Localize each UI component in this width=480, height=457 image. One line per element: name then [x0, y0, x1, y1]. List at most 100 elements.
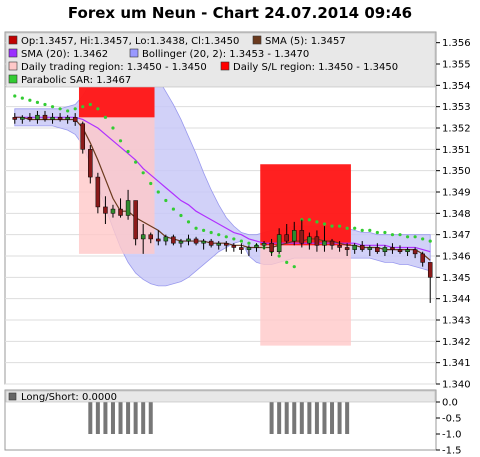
- legend-label: SMA (5): 1.3457: [265, 36, 346, 47]
- sar-point: [375, 230, 379, 235]
- sar-point: [164, 198, 168, 203]
- candle-body: [140, 234, 146, 240]
- candle-body: [359, 245, 365, 250]
- candle-body: [27, 117, 33, 120]
- candle-body: [163, 236, 169, 242]
- legend-label: Bollinger (20, 2): 1.3453 - 1.3470: [142, 49, 309, 60]
- candle-body: [375, 247, 380, 252]
- y-tick-label: 1.351: [442, 145, 471, 156]
- long-short-bar: [277, 402, 282, 434]
- candle-body: [352, 245, 357, 250]
- lower-legend-box: [5, 390, 436, 403]
- candle-body: [246, 247, 252, 250]
- candle-body: [201, 240, 206, 244]
- candle-body: [42, 114, 48, 120]
- candle-body: [337, 245, 342, 248]
- sma5-icon: [252, 35, 262, 45]
- candle-body: [103, 206, 108, 214]
- sar-point: [345, 226, 349, 230]
- lower-y-tick-label: -0.5: [442, 414, 462, 425]
- long-short-bar: [126, 402, 131, 434]
- candle-body: [412, 249, 418, 255]
- sar-point: [353, 226, 357, 230]
- lower-legend-label: Long/Short: 0.0000: [21, 392, 117, 403]
- candle-body: [95, 176, 101, 208]
- candle-body: [231, 245, 237, 248]
- candle-body: [292, 230, 297, 242]
- sar-point: [232, 237, 236, 241]
- lower-y-tick-label: 0.0: [442, 398, 458, 409]
- long-short-icon: [8, 392, 17, 401]
- sar-point: [149, 181, 153, 186]
- candle-body: [171, 236, 176, 244]
- sar-point: [428, 239, 432, 243]
- sar-point: [118, 139, 123, 143]
- candle-body: [57, 117, 63, 120]
- long-short-bar: [322, 402, 327, 434]
- y-tick-label: 1.356: [442, 38, 471, 49]
- sar-point: [413, 235, 417, 239]
- candle-body: [239, 247, 244, 250]
- sar-point: [50, 105, 55, 109]
- legend-label: Parabolic SAR: 1.3467: [21, 75, 131, 86]
- candle-body: [224, 242, 229, 246]
- candle-body: [50, 117, 55, 120]
- y-tick-label: 1.347: [442, 230, 471, 241]
- sar-point: [126, 149, 130, 154]
- candle-body: [35, 114, 40, 120]
- long-short-bar: [337, 402, 342, 434]
- sar-point: [383, 230, 387, 235]
- sar-point: [186, 220, 191, 224]
- chart-title: Forex um Neun - Chart 24.07.2014 09:46: [67, 4, 413, 22]
- sar-point: [103, 115, 108, 119]
- candle-icon: [8, 35, 18, 45]
- sar-point: [239, 239, 243, 243]
- lower-y-tick-label: -1.5: [442, 446, 462, 457]
- candle-body: [178, 240, 184, 244]
- candle-body: [420, 253, 425, 263]
- long-short-bar: [299, 402, 304, 434]
- candle-body: [12, 117, 18, 120]
- sar-point: [217, 233, 221, 237]
- sar-point: [322, 222, 327, 226]
- candle-body: [125, 200, 131, 216]
- sar-icon: [8, 74, 18, 84]
- legend-label: Daily S/L region: 1.3450 - 1.3450: [233, 62, 398, 73]
- sar-point: [337, 224, 342, 228]
- candle-body: [193, 238, 199, 244]
- sar-point: [35, 100, 40, 104]
- candle-body: [367, 247, 373, 250]
- y-tick-label: 1.344: [442, 294, 471, 305]
- sar-point: [66, 109, 70, 113]
- candle-body: [88, 149, 93, 178]
- sar-point: [315, 220, 319, 224]
- candle-body: [20, 117, 25, 120]
- y-tick-label: 1.353: [442, 102, 471, 113]
- long-short-bar: [141, 402, 146, 434]
- y-tick-label: 1.341: [442, 358, 471, 369]
- legend-label: Op:1.3457, Hi:1.3457, Lo:1.3438, Cl:1.34…: [21, 36, 239, 47]
- sar-point: [202, 228, 206, 232]
- sar-point: [398, 233, 402, 237]
- long-short-bar: [118, 402, 123, 434]
- long-short-bar: [110, 402, 115, 434]
- candle-body: [118, 208, 123, 216]
- sar-point: [171, 207, 176, 211]
- sar-point: [43, 102, 47, 107]
- daily-sl-region: [260, 164, 351, 246]
- sar-point: [209, 230, 213, 235]
- candle-body: [80, 123, 86, 150]
- y-tick-label: 1.340: [442, 380, 471, 391]
- sma20-line: [14, 116, 431, 253]
- sar-point: [368, 228, 372, 232]
- long-short-bar: [292, 402, 297, 434]
- long-short-bar: [103, 402, 108, 434]
- candle-body: [65, 117, 70, 120]
- y-tick-label: 1.352: [442, 124, 471, 135]
- candle-body: [254, 245, 259, 248]
- candle-body: [269, 242, 274, 252]
- long-short-bar: [314, 402, 319, 434]
- candle-body: [110, 208, 116, 214]
- candle-body: [390, 247, 395, 250]
